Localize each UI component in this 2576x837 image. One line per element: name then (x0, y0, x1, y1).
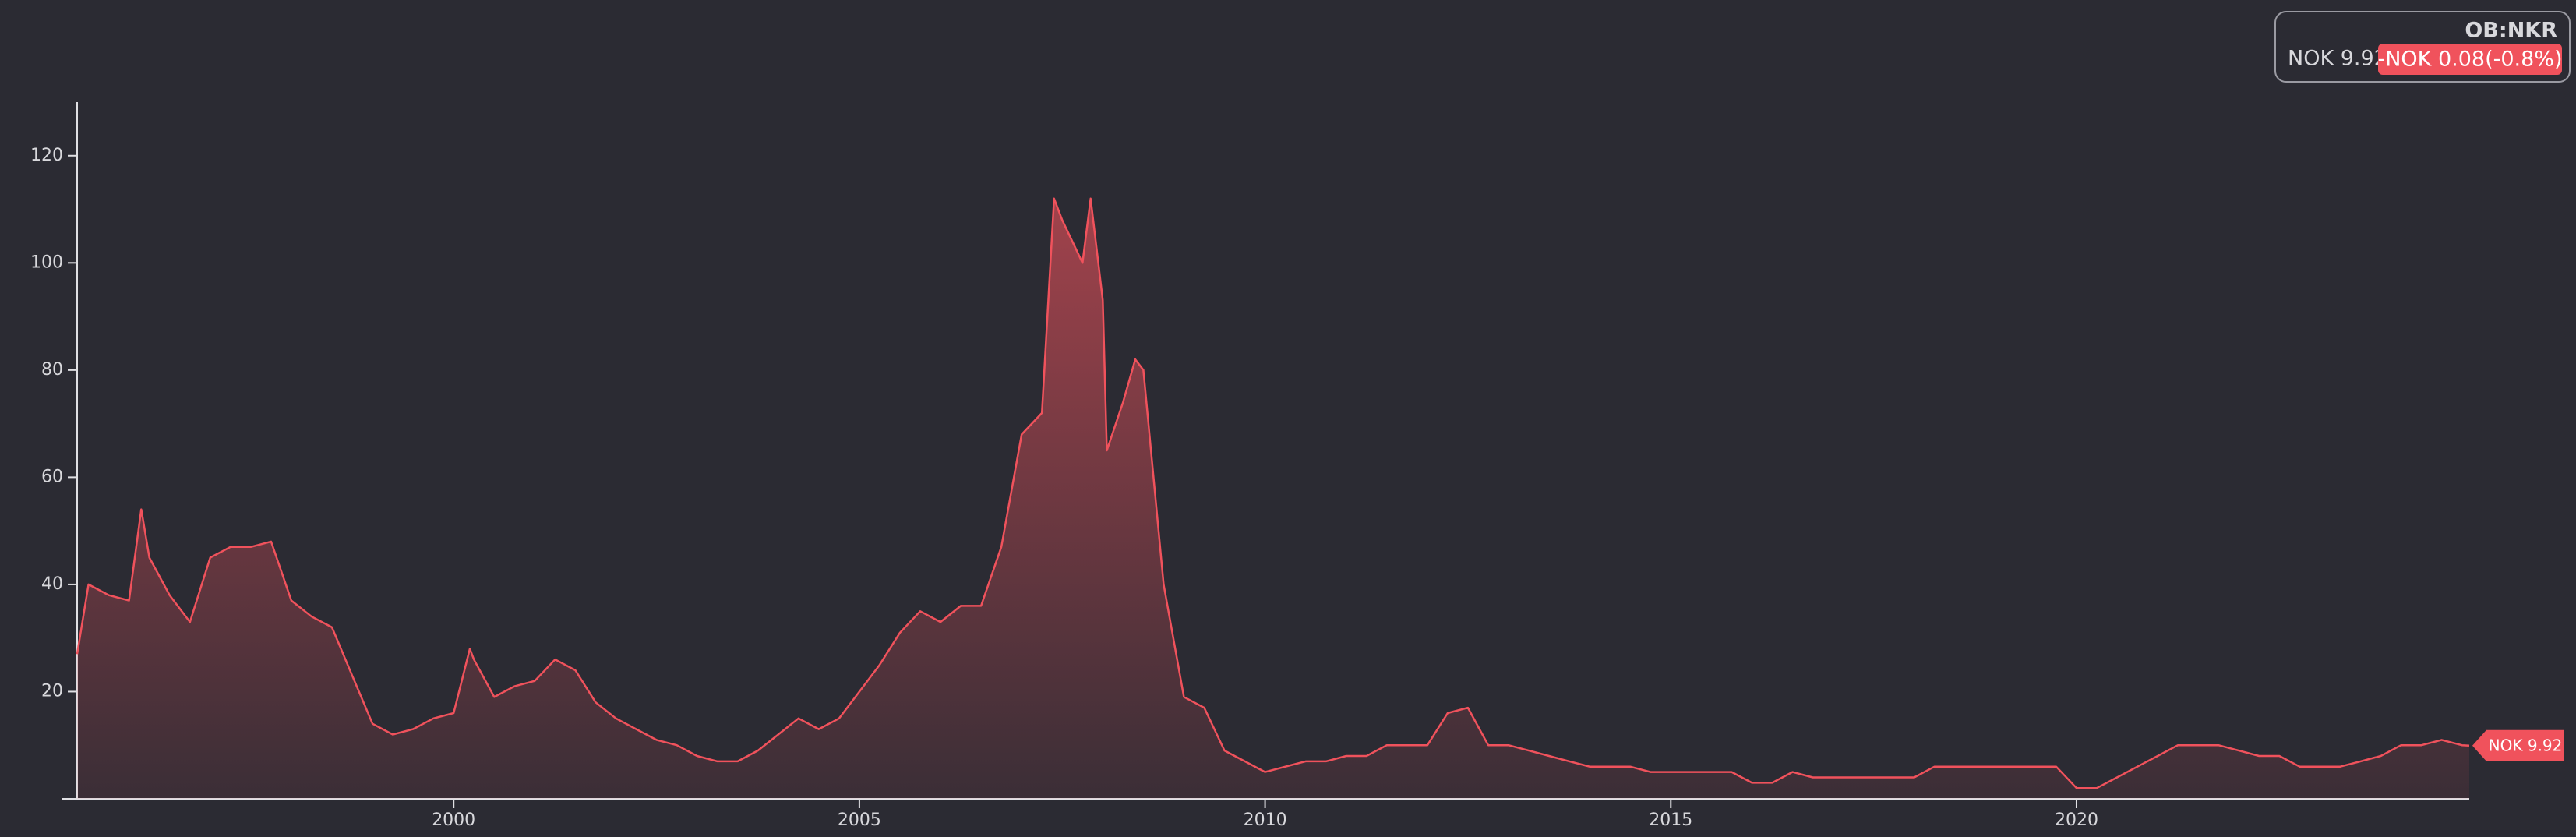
symbol: OB:NKR (2465, 19, 2557, 43)
last-price-label: NOK 9.92 (2489, 736, 2563, 754)
quote-box (2274, 11, 2571, 83)
x-tick-label: 2005 (838, 811, 881, 830)
last-price-badge (2472, 729, 2564, 761)
area-fill (77, 198, 2469, 800)
change-badge (2378, 44, 2562, 75)
y-tick-label: 20 (41, 681, 63, 701)
x-tick-label: 2020 (2055, 811, 2098, 830)
y-tick-label: 100 (30, 253, 63, 272)
x-tick-label: 2010 (1244, 811, 1287, 830)
price: NOK 9.92 (2288, 47, 2387, 71)
y-tick-label: 60 (41, 467, 63, 486)
price-line (76, 197, 2470, 789)
y-tick-label: 120 (30, 146, 63, 165)
x-tick-label: 2000 (432, 811, 475, 830)
x-tick-label: 2015 (1649, 811, 1692, 830)
y-tick-label: 40 (41, 574, 63, 594)
change: -NOK 0.08(-0.8%) (2377, 48, 2562, 72)
y-tick-label: 80 (41, 360, 63, 380)
